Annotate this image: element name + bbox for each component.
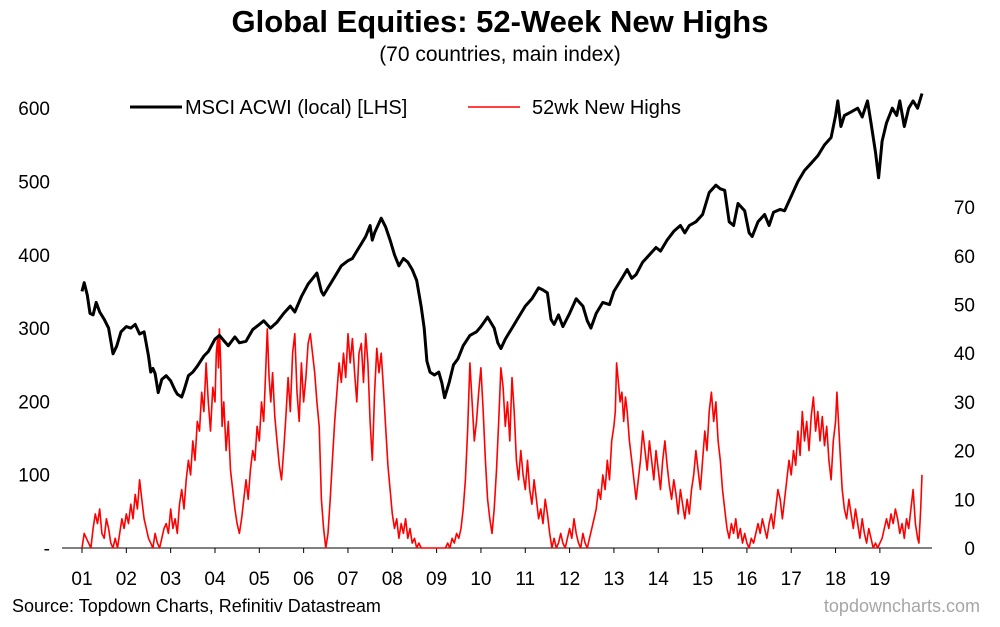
right-tick-label-10: 10 xyxy=(954,490,975,511)
legend-label-highs: 52wk New Highs xyxy=(532,97,681,119)
series-line-52wk-new-highs xyxy=(81,328,923,549)
x-tick-label-05: 05 xyxy=(249,569,270,590)
x-tick-label-19: 19 xyxy=(869,569,890,590)
x-tick-label-16: 16 xyxy=(736,569,757,590)
x-tick-label-15: 15 xyxy=(692,569,713,590)
x-tick-label-12: 12 xyxy=(559,569,580,590)
left-tick-label-500: 500 xyxy=(18,173,50,194)
x-tick-label-11: 11 xyxy=(515,569,535,590)
x-tick-label-09: 09 xyxy=(426,569,447,590)
legend: MSCI ACWI (local) [LHS] 52wk New Highs xyxy=(130,97,681,119)
x-tick-label-07: 07 xyxy=(337,569,358,590)
legend-label-msci: MSCI ACWI (local) [LHS] xyxy=(185,97,407,119)
x-tick-label-02: 02 xyxy=(116,569,137,590)
left-axis: - 100 200 300 400 500 600 xyxy=(18,99,50,560)
x-axis: 01 02 03 04 05 06 07 08 09 10 11 12 13 14 15 16 17 18 19 xyxy=(71,548,890,590)
source-note: Source: Topdown Charts, Refinitiv Datast… xyxy=(12,596,381,616)
x-tick-label-18: 18 xyxy=(825,569,846,590)
left-tick-label-0: - xyxy=(44,539,50,560)
right-tick-label-20: 20 xyxy=(954,442,975,463)
x-tick-label-13: 13 xyxy=(603,569,624,590)
x-tick-label-03: 03 xyxy=(160,569,181,590)
right-tick-label-30: 30 xyxy=(954,393,975,414)
left-tick-label-100: 100 xyxy=(18,466,50,487)
right-tick-label-50: 50 xyxy=(954,296,975,317)
right-tick-label-70: 70 xyxy=(954,198,975,219)
watermark: topdowncharts.com xyxy=(823,596,980,616)
x-tick-label-01: 01 xyxy=(71,569,92,590)
x-tick-label-10: 10 xyxy=(470,569,491,590)
chart-subtitle: (70 countries, main index) xyxy=(379,43,621,66)
left-tick-label-600: 600 xyxy=(18,99,50,120)
right-tick-label-40: 40 xyxy=(954,344,975,365)
chart-title: Global Equities: 52-Week New Highs xyxy=(231,4,769,39)
series-line-msci-acwi xyxy=(80,93,924,400)
x-tick-label-04: 04 xyxy=(204,569,226,590)
x-tick-label-08: 08 xyxy=(382,569,403,590)
right-axis: 0 10 20 30 40 50 60 70 xyxy=(954,198,975,560)
left-tick-label-200: 200 xyxy=(18,392,50,413)
x-tick-label-06: 06 xyxy=(293,569,314,590)
left-tick-label-300: 300 xyxy=(18,319,50,340)
x-tick-label-14: 14 xyxy=(648,569,670,590)
right-tick-label-0: 0 xyxy=(964,539,975,560)
right-tick-label-60: 60 xyxy=(954,247,975,268)
series-layer xyxy=(80,93,924,549)
left-tick-label-400: 400 xyxy=(18,246,50,267)
x-tick-label-17: 17 xyxy=(781,569,802,590)
